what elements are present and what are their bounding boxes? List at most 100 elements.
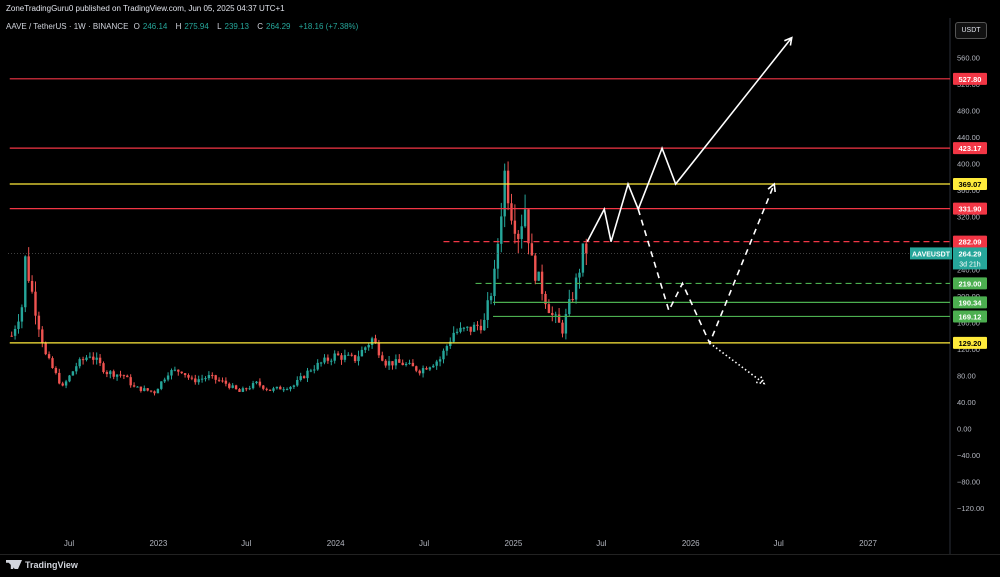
high-value: 275.94 — [184, 22, 209, 31]
candle-body — [449, 341, 452, 347]
time-tick-label: 2026 — [682, 539, 700, 548]
projection-arrowhead — [756, 375, 766, 385]
projection-path-dashed — [637, 183, 775, 346]
candle-body — [228, 383, 231, 388]
candles-layer — [10, 161, 588, 396]
last-price-value: 264.29 — [959, 249, 982, 258]
price-tick-label: −120.00 — [957, 504, 984, 513]
level-price-label: 423.17 — [959, 144, 982, 153]
time-tick-label: Jul — [596, 539, 606, 548]
candle-body — [173, 369, 177, 371]
candle-body — [547, 304, 551, 313]
candle-body — [551, 312, 554, 316]
level-price-label: 369.07 — [959, 180, 982, 189]
candle-body — [92, 356, 95, 360]
candle-body — [523, 209, 527, 227]
candle-body — [13, 328, 17, 336]
level-price-label: 282.09 — [959, 238, 982, 247]
candle-body — [234, 385, 238, 390]
candle-body — [438, 359, 442, 362]
time-axis: Jul 2023 Jul 2024 Jul 2025 Jul 2026 Jul 2027 — [64, 539, 878, 548]
price-axis: −120.00−80.00−40.000.0040.0080.00120.001… — [957, 54, 984, 514]
tradingview-icon — [6, 560, 22, 569]
price-tick-label: 480.00 — [957, 107, 980, 116]
candle-body — [353, 355, 357, 362]
candle-body — [462, 327, 466, 329]
candle-body — [54, 368, 58, 373]
price-tick-label: 0.00 — [957, 425, 972, 434]
time-tick-label: 2024 — [327, 539, 345, 548]
candle-body — [364, 347, 367, 350]
candle-body — [241, 388, 245, 392]
level-price-label: 129.20 — [959, 339, 982, 348]
level-price-tag — [953, 142, 987, 155]
candle-body — [398, 359, 401, 363]
candle-body — [17, 321, 20, 329]
candle-body — [459, 327, 462, 332]
candle-body — [323, 357, 326, 363]
candle-body — [418, 370, 421, 374]
candle-body — [200, 378, 204, 380]
candle-body — [333, 353, 336, 361]
candle-body — [126, 375, 129, 378]
candle-body — [500, 216, 503, 244]
candle-body — [27, 256, 30, 281]
candle-body — [166, 375, 170, 380]
currency-button[interactable]: USDT — [955, 22, 987, 39]
candle-body — [466, 326, 469, 328]
candle-body — [527, 209, 530, 244]
level-price-tag — [953, 235, 987, 248]
candle-body — [493, 268, 496, 297]
candle-body — [149, 390, 153, 392]
price-tick-label: 440.00 — [957, 133, 980, 142]
candle-body — [486, 300, 489, 320]
candle-body — [299, 376, 302, 380]
candle-body — [10, 335, 13, 337]
candle-body — [336, 353, 340, 356]
candle-body — [540, 271, 544, 294]
candle-body — [415, 366, 418, 371]
close-label: C — [257, 22, 263, 31]
candle-body — [411, 362, 415, 367]
brand-text: TradingView — [25, 560, 78, 570]
candle-body — [367, 344, 370, 348]
candle-body — [445, 346, 449, 351]
price-tick-label: 240.00 — [957, 266, 980, 275]
price-tick-label: 200.00 — [957, 292, 980, 301]
projection-arrowhead — [784, 36, 793, 46]
candle-body — [360, 349, 364, 357]
candle-body — [476, 324, 479, 326]
price-tick-label: 280.00 — [957, 239, 980, 248]
open-value: 246.14 — [142, 22, 168, 31]
candle-body — [520, 226, 523, 239]
candle-body — [279, 386, 282, 390]
candle-body — [78, 359, 81, 367]
candle-body — [238, 389, 241, 392]
candle-body — [408, 362, 411, 364]
time-tick-label: 2027 — [859, 539, 877, 548]
candle-body — [61, 383, 64, 386]
candle-body — [132, 385, 136, 387]
candle-body — [313, 369, 316, 371]
candle-body — [64, 381, 68, 386]
candle-body — [170, 370, 173, 376]
candle-body — [377, 343, 381, 356]
projection-path-dotted — [709, 342, 765, 385]
candle-body — [319, 362, 323, 364]
levels-layer — [8, 78, 950, 344]
symbol-line: AAVE / TetherUS · 1W · BINANCE — [6, 22, 129, 31]
candle-body — [326, 357, 330, 361]
candle-body — [224, 380, 228, 384]
candle-body — [394, 359, 398, 366]
candle-body — [432, 365, 435, 368]
candle-body — [47, 354, 51, 359]
open-label: O — [133, 22, 140, 31]
candle-body — [370, 338, 374, 345]
projection-arrowhead — [767, 182, 776, 193]
candle-body — [105, 372, 109, 375]
candle-body — [564, 314, 568, 334]
footer-bar: TradingView — [0, 554, 1000, 577]
candle-body — [139, 386, 143, 391]
candle-body — [98, 357, 102, 364]
